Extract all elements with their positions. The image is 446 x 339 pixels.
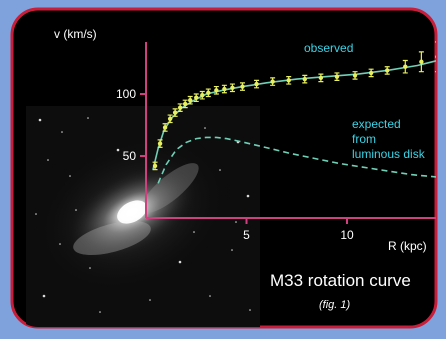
star [219, 169, 221, 171]
observed-data-point [434, 41, 436, 73]
data-marker [403, 64, 408, 69]
expected-label: from [352, 132, 376, 146]
data-marker [157, 141, 163, 146]
y-tick-label: 100 [116, 87, 136, 101]
observed-data-point [152, 161, 158, 171]
data-marker [194, 95, 199, 100]
star [47, 159, 49, 161]
expected-label: expected [352, 117, 401, 131]
observed-data-point [187, 95, 193, 105]
data-marker [177, 105, 183, 110]
observed-data-point [182, 99, 188, 109]
star [89, 267, 91, 269]
observed-data-point [167, 114, 173, 124]
data-marker [162, 125, 168, 130]
star [87, 117, 89, 119]
data-marker [254, 81, 259, 87]
data-marker [352, 73, 358, 78]
observed-data-point [199, 90, 205, 100]
star [59, 243, 61, 245]
observed-data-point [302, 74, 308, 84]
data-marker [167, 116, 173, 122]
observed-data-point [334, 72, 340, 81]
observed-data-point [193, 93, 199, 103]
data-marker [188, 98, 193, 103]
data-marker [334, 74, 340, 79]
star [209, 295, 211, 297]
observed-data-point [286, 76, 292, 85]
data-marker [182, 101, 188, 107]
observed-data-point [254, 79, 260, 89]
figure-caption: (fig. 1) [319, 299, 351, 311]
data-marker [206, 90, 211, 95]
y-axis-label: v (km/s) [54, 27, 97, 41]
data-marker [152, 163, 158, 169]
data-marker [172, 110, 178, 115]
observed-data-point [352, 71, 358, 80]
observed-data-point [162, 123, 168, 132]
observed-data-point [205, 88, 211, 98]
star [69, 175, 71, 177]
observed-data-point [157, 139, 163, 148]
observed-data-point [384, 66, 390, 75]
data-marker [200, 93, 205, 98]
expected-disk-curve [157, 136, 436, 184]
expected-label: luminous disk [352, 147, 426, 161]
data-marker [385, 68, 390, 73]
observed-data-point [229, 83, 235, 93]
observed-data-point [418, 51, 424, 73]
data-marker [368, 70, 374, 76]
star [38, 118, 42, 122]
star [231, 249, 233, 251]
star [75, 209, 77, 211]
observed-label: observed [304, 41, 353, 55]
data-marker [286, 78, 291, 83]
observed-data-point [239, 82, 245, 91]
y-tick-label: 50 [123, 149, 137, 163]
star [99, 311, 101, 313]
star [193, 231, 195, 233]
observed-data-point [213, 85, 219, 95]
galaxy-image [26, 106, 260, 327]
x-tick-label: 10 [340, 228, 354, 242]
data-marker [240, 84, 245, 89]
star [116, 148, 120, 152]
star [149, 299, 151, 301]
data-marker [419, 59, 424, 64]
observed-data-point [172, 108, 178, 117]
data-marker [230, 85, 235, 91]
star [42, 294, 46, 298]
data-marker [222, 86, 227, 92]
observed-data-point [270, 77, 276, 86]
star [35, 213, 37, 215]
data-marker [302, 76, 307, 82]
x-axis-label: R (kpc) [388, 239, 427, 253]
observed-data-point [368, 68, 374, 78]
star [246, 194, 250, 198]
star [61, 131, 63, 133]
observed-data-point [402, 59, 408, 74]
data-marker [270, 79, 275, 84]
star [204, 127, 206, 129]
star [178, 260, 182, 264]
star [249, 309, 251, 311]
observed-data-point [221, 84, 227, 94]
observed-data-point [177, 103, 183, 112]
chart-title: M33 rotation curve [270, 271, 411, 290]
data-marker [214, 88, 219, 93]
x-tick-label: 5 [243, 228, 250, 242]
data-marker [318, 75, 324, 81]
observed-data-point [318, 73, 324, 83]
star [235, 221, 237, 223]
